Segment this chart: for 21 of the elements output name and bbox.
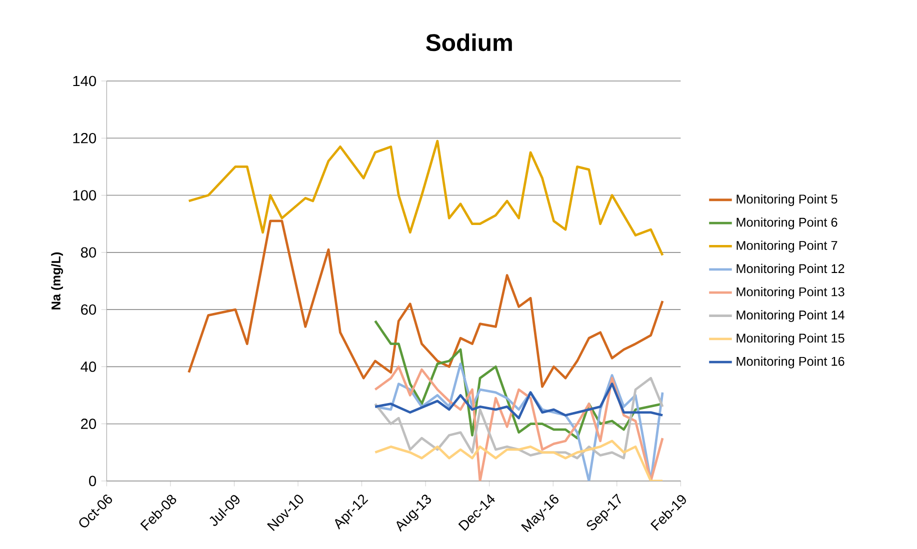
y-tick-label: 120 xyxy=(73,132,96,144)
y-tick-label: 100 xyxy=(73,190,96,200)
y-tick-label: 80 xyxy=(80,247,96,258)
legend-label: Monitoring Point 12 xyxy=(736,264,844,276)
y-tick-label: 60 xyxy=(81,304,96,315)
y-tick-label: 0 xyxy=(89,476,96,486)
y-tick-label: 20 xyxy=(81,418,96,430)
legend-label: Monitoring Point 6 xyxy=(736,217,838,230)
legend-label: Monitoring Point 16 xyxy=(736,356,844,368)
line-series xyxy=(188,140,664,256)
y-tick-label: 140 xyxy=(73,76,96,86)
line-series xyxy=(188,220,664,388)
y-tick-label: 40 xyxy=(80,362,96,372)
legend-label: Monitoring Point 7 xyxy=(736,240,838,252)
y-axis-title: Na (mg/L) xyxy=(51,252,63,310)
legend-label: Monitoring Point 13 xyxy=(736,286,844,299)
legend-label: Monitoring Point 15 xyxy=(736,333,844,346)
legend-label: Monitoring Point 5 xyxy=(736,194,838,206)
line-series xyxy=(374,440,664,481)
chart-title: Sodium xyxy=(426,34,512,52)
legend-label: Monitoring Point 14 xyxy=(736,310,844,322)
